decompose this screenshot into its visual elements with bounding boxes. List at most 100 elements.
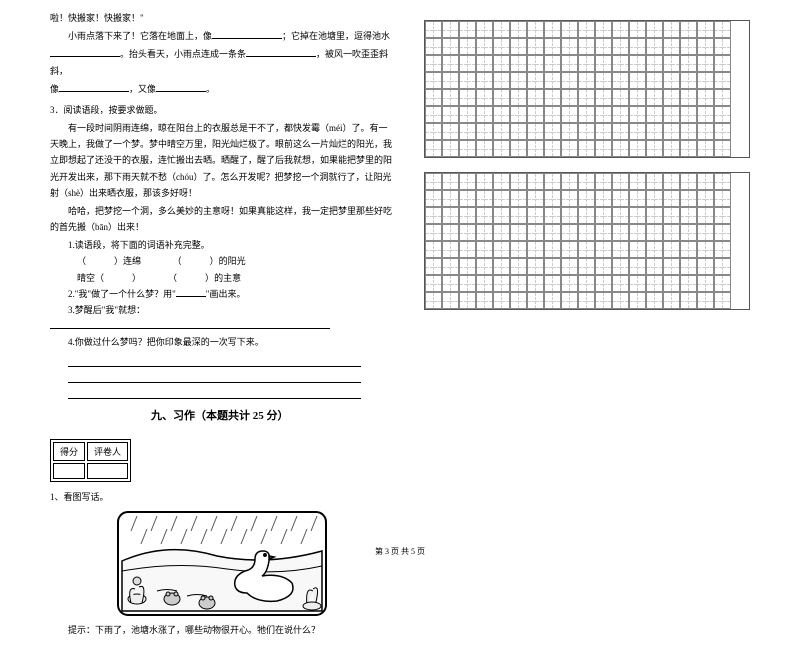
grid-cell bbox=[561, 190, 578, 207]
grid-cell bbox=[527, 72, 544, 89]
grid-cell bbox=[493, 292, 510, 309]
grid-cell bbox=[493, 173, 510, 190]
grid-cell bbox=[663, 241, 680, 258]
grid-cell bbox=[510, 38, 527, 55]
grid-cell bbox=[697, 224, 714, 241]
grid-cell bbox=[646, 55, 663, 72]
grid-cell bbox=[544, 224, 561, 241]
grid-cell bbox=[544, 21, 561, 38]
grid-cell bbox=[612, 55, 629, 72]
grid-cell bbox=[578, 190, 595, 207]
grid-cell bbox=[510, 106, 527, 123]
grid-cell bbox=[510, 55, 527, 72]
grid-cell bbox=[680, 55, 697, 72]
grid-cell bbox=[595, 140, 612, 157]
q3-sub2: 2."我"做了一个什么梦？用""画出来。 bbox=[50, 286, 394, 302]
grid-cell bbox=[680, 292, 697, 309]
grid-cell bbox=[459, 241, 476, 258]
grid-cell bbox=[697, 55, 714, 72]
grid-cell bbox=[476, 140, 493, 157]
grid-cell bbox=[442, 241, 459, 258]
grid-cell bbox=[561, 241, 578, 258]
grid-cell bbox=[493, 140, 510, 157]
grid-cell bbox=[527, 173, 544, 190]
grid-cell bbox=[629, 106, 646, 123]
grid-cell bbox=[714, 21, 731, 38]
grid-cell bbox=[714, 72, 731, 89]
grid-cell bbox=[459, 275, 476, 292]
reviewer-cell bbox=[87, 463, 128, 479]
grid-cell bbox=[663, 190, 680, 207]
grid-cell bbox=[612, 123, 629, 140]
grid-cell bbox=[646, 106, 663, 123]
grid-cell bbox=[459, 207, 476, 224]
write-lines bbox=[68, 353, 394, 399]
score-cell bbox=[53, 463, 85, 479]
grid-cell bbox=[493, 275, 510, 292]
text: 小雨点落下来了！它落在地面上，像 bbox=[68, 31, 212, 41]
grid-cell bbox=[663, 258, 680, 275]
grid-cell bbox=[527, 190, 544, 207]
grid-cell bbox=[459, 89, 476, 106]
grid-cell bbox=[646, 123, 663, 140]
grid-cell bbox=[459, 123, 476, 140]
grid-cell bbox=[714, 224, 731, 241]
grid-cell bbox=[510, 72, 527, 89]
section-row: 得分 评卷人 九、习作（本题共计 25 分） bbox=[50, 399, 394, 482]
grid-cell bbox=[425, 38, 442, 55]
grid-cell bbox=[561, 207, 578, 224]
grid-cell bbox=[578, 258, 595, 275]
grid-cell bbox=[544, 89, 561, 106]
grid-cell bbox=[646, 207, 663, 224]
grid-cell bbox=[459, 140, 476, 157]
grid-cell bbox=[442, 292, 459, 309]
grid-cell bbox=[459, 55, 476, 72]
grid-cell bbox=[425, 89, 442, 106]
grid-cell bbox=[544, 38, 561, 55]
text: 的阳光 bbox=[219, 256, 246, 266]
q3-sub1b: 晴空（） （）的主意 bbox=[50, 270, 394, 286]
grid-cell bbox=[442, 106, 459, 123]
grid-cell bbox=[544, 106, 561, 123]
grid-cell bbox=[646, 21, 663, 38]
grid-cell bbox=[663, 21, 680, 38]
grid-cell bbox=[561, 140, 578, 157]
blank bbox=[246, 47, 316, 57]
grid-cell bbox=[510, 207, 527, 224]
grid-cell bbox=[510, 275, 527, 292]
grid-cell bbox=[612, 21, 629, 38]
grid-cell bbox=[646, 190, 663, 207]
pond-illustration-svg bbox=[117, 511, 327, 616]
grid-cell bbox=[578, 123, 595, 140]
grid-cell bbox=[527, 106, 544, 123]
grid-cell bbox=[561, 292, 578, 309]
grid-cell bbox=[527, 292, 544, 309]
grid-cell bbox=[442, 140, 459, 157]
grid-cell bbox=[544, 190, 561, 207]
grid-cell bbox=[714, 241, 731, 258]
grid-cell bbox=[697, 140, 714, 157]
grid-cell bbox=[442, 38, 459, 55]
grid-cell bbox=[561, 38, 578, 55]
grid-cell bbox=[476, 275, 493, 292]
write-line bbox=[68, 369, 361, 383]
grid-cell bbox=[663, 106, 680, 123]
grid-cell bbox=[629, 72, 646, 89]
grid-cell bbox=[612, 106, 629, 123]
grid-cell bbox=[663, 72, 680, 89]
grid-cell bbox=[612, 224, 629, 241]
grid-cell bbox=[612, 89, 629, 106]
grid-cell bbox=[578, 106, 595, 123]
grid-cell bbox=[612, 190, 629, 207]
grid-cell bbox=[714, 123, 731, 140]
grid-cell bbox=[493, 55, 510, 72]
grid-cell bbox=[646, 275, 663, 292]
grid-cell bbox=[595, 55, 612, 72]
grid-cell bbox=[425, 292, 442, 309]
grid-cell bbox=[476, 55, 493, 72]
grid-cell bbox=[646, 38, 663, 55]
grid-cell bbox=[697, 89, 714, 106]
text: 的主意 bbox=[214, 273, 241, 283]
grid-cell bbox=[425, 258, 442, 275]
text: 像 bbox=[50, 84, 59, 94]
